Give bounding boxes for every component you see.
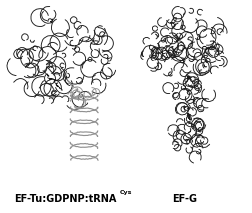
Text: EF-G: EF-G [172,194,198,204]
Text: EF-Tu:GDPNP:tRNA: EF-Tu:GDPNP:tRNA [14,194,117,204]
Text: Cys: Cys [119,190,132,195]
